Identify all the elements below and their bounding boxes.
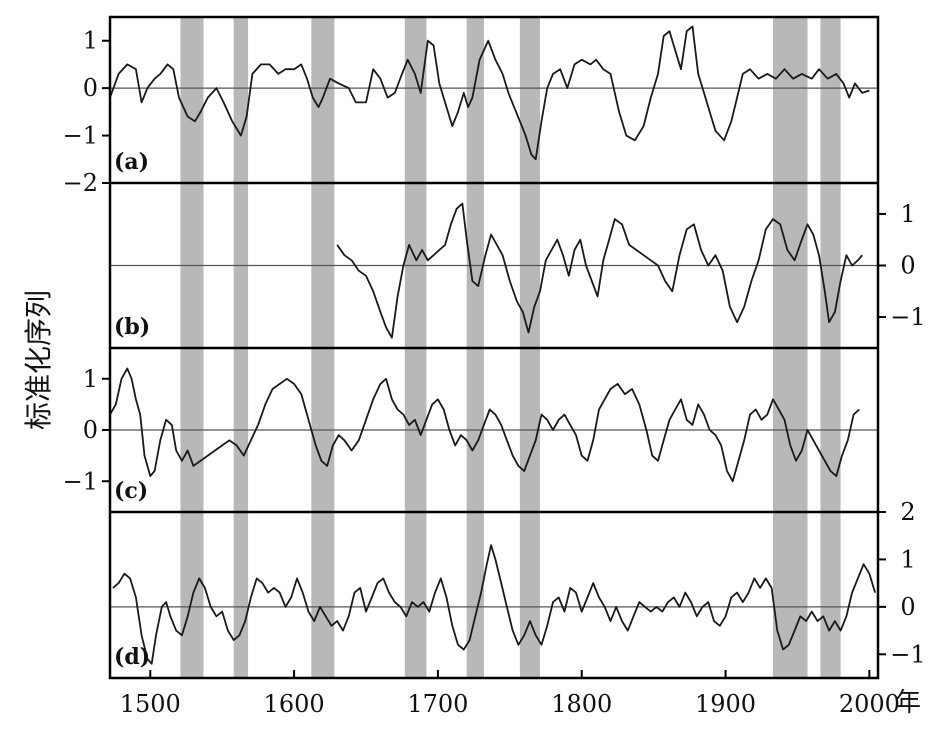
x-tick-label: 1800 — [551, 690, 612, 718]
panel-frames — [108, 15, 880, 680]
panel-label: (d) — [114, 644, 150, 670]
x-tick-label: 1600 — [264, 690, 325, 718]
y-tick-label: 0 — [83, 416, 98, 444]
y-tick-label: 1 — [83, 27, 98, 55]
x-tick-label: 1700 — [407, 690, 468, 718]
x-tick-label: 1900 — [695, 690, 756, 718]
series-line — [112, 544, 876, 665]
y-tick-label: 0 — [900, 252, 915, 280]
y-tick-label: −1 — [63, 122, 98, 150]
y-tick-label: 1 — [83, 365, 98, 393]
y-tick-label: 1 — [900, 200, 915, 228]
x-axis-unit: 年 — [895, 688, 921, 718]
panel-c: 1 0 −1 (c) — [63, 365, 878, 504]
y-tick-label: 1 — [900, 545, 915, 573]
series-line — [109, 25, 870, 161]
panel-d: 2 1 0 −1 (d) — [110, 498, 926, 670]
y-tick-label: −1 — [63, 467, 98, 495]
series-line — [109, 367, 860, 483]
y-tick-label: −1 — [890, 640, 925, 668]
panel-label: (a) — [114, 149, 149, 175]
y-tick-label: −1 — [890, 303, 925, 331]
panel-label: (b) — [114, 314, 150, 340]
y-tick-label: 0 — [83, 74, 98, 102]
y-tick-label: 2 — [900, 498, 915, 526]
panel-label: (c) — [114, 478, 148, 504]
x-tick-label: 2000 — [839, 690, 900, 718]
panel-a: 1 0 −1 −2 (a) — [63, 25, 878, 197]
y-tick-label: 0 — [900, 593, 915, 621]
y-tick-label: −2 — [63, 169, 98, 197]
series-line — [336, 202, 863, 339]
panels: 1 0 −1 −2 (a) 1 0 −1 (b) 1 0 −1 (c) 2 1 0 −1 (d) — [63, 25, 926, 670]
x-axis: 1500 1600 1700 1800 1900 2000 — [120, 670, 900, 718]
y-axis-label: 标准化序列 — [22, 290, 55, 430]
panel-b: 1 0 −1 (b) — [110, 200, 926, 340]
x-tick-label: 1500 — [120, 690, 181, 718]
